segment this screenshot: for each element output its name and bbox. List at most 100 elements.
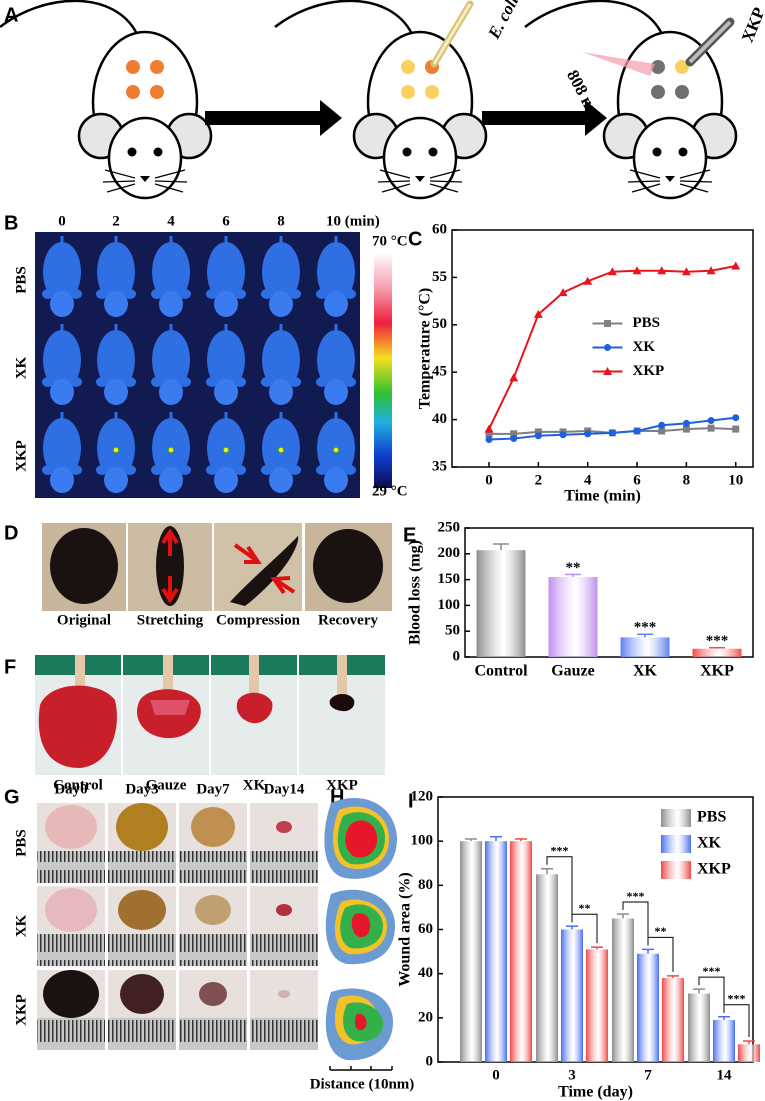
marker [485,430,493,438]
group-label: PBS [13,829,29,857]
marker [632,266,642,275]
group-label: XK [243,777,266,793]
y-tick-label: 40 [418,965,433,981]
plot-frame [451,229,754,468]
hydrogel-photos [42,523,392,611]
group-label: XKP [13,440,29,472]
bar [738,1044,760,1062]
y-tick-label: 120 [411,788,434,804]
marker [509,373,519,382]
panel-label: D [4,522,18,544]
significance-bracket [571,913,598,944]
pipette [430,0,474,68]
y-axis-label: Temperature (°C) [417,288,434,409]
x-tick-label: 10 [728,472,743,488]
time-label: 10 (min) [326,213,380,229]
bar [548,577,598,657]
x-tick-label: 0 [485,472,493,488]
bar [713,1020,735,1062]
arrow [482,100,607,136]
group-label: XK [13,914,29,937]
marker [633,427,641,435]
legend-swatch [661,809,691,827]
bar [662,978,684,1062]
y-tick-label: 0 [426,1053,434,1069]
y-tick-label: 50 [432,316,447,332]
group-label: PBS [13,266,29,294]
state-label: Stretching [137,612,204,628]
marker [558,288,568,297]
y-tick-label: 60 [432,221,447,237]
time-label: 2 [112,213,120,229]
arrow [205,100,342,136]
x-tick-label: 3 [568,1067,576,1083]
panel-label: E [403,524,416,546]
significance-bracket [723,1004,750,1038]
color-scale [374,252,392,488]
x-tick-label: 2 [535,472,543,488]
bar [637,953,659,1062]
marker [607,267,617,276]
marker [657,266,667,275]
y-tick-label: 60 [418,921,433,937]
state-label: Original [57,612,111,628]
legend-marker [604,344,611,351]
state-label: Compression [216,612,301,628]
wound-maps [324,798,397,1071]
laser-beam [582,52,655,76]
x-tick-label: XKP [700,663,734,680]
x-axis-label: Time (min) [564,488,641,505]
group-label: XKP [326,777,358,793]
bar [692,648,742,657]
significance: *** [703,964,721,978]
marker [707,417,715,425]
scale-min: 29 °C [372,483,408,499]
marker [608,429,616,437]
y-tick-label: 50 [445,623,460,639]
legend-swatch [661,861,691,879]
significance: *** [627,889,645,903]
significance: ** [566,560,581,576]
bar [561,929,583,1062]
marker [510,435,518,443]
marker [732,425,740,433]
y-tick-label: 250 [438,519,461,535]
day-label: Day7 [196,781,230,797]
day-label: Day0 [54,781,87,797]
marker [732,414,740,422]
bar [586,949,608,1062]
marker [484,424,494,433]
x-tick-label: 7 [644,1067,652,1083]
y-tick-label: 55 [432,269,447,285]
y-axis-label: Wound area (%) [397,872,414,986]
scale-max: 70 °C [372,233,408,249]
significance: ** [579,901,591,915]
marker [583,276,593,285]
x-tick-label: 14 [717,1067,733,1083]
bacteria-label: E. coli [484,0,523,43]
thermal-image [35,232,360,498]
panel-label: F [4,656,16,678]
legend-label: XKP [697,861,731,878]
marker [485,436,493,444]
significance-bracket [546,856,573,923]
marker [706,266,716,275]
plot-frame [464,527,754,658]
legend-marker [604,320,611,327]
significance: *** [551,844,569,858]
y-tick-label: 80 [418,877,433,893]
bar [612,918,634,1062]
y-tick-label: 35 [432,458,447,474]
panel-label: C [408,228,422,250]
significance: ** [655,924,667,938]
y-tick-label: 0 [453,648,461,664]
y-tick-label: 40 [432,411,447,427]
marker [707,424,715,432]
marker [534,428,542,436]
time-label: 4 [167,213,175,229]
group-label: Control [53,777,103,793]
significance-bracket [622,901,649,946]
marker [510,430,518,438]
legend-marker [603,367,612,375]
